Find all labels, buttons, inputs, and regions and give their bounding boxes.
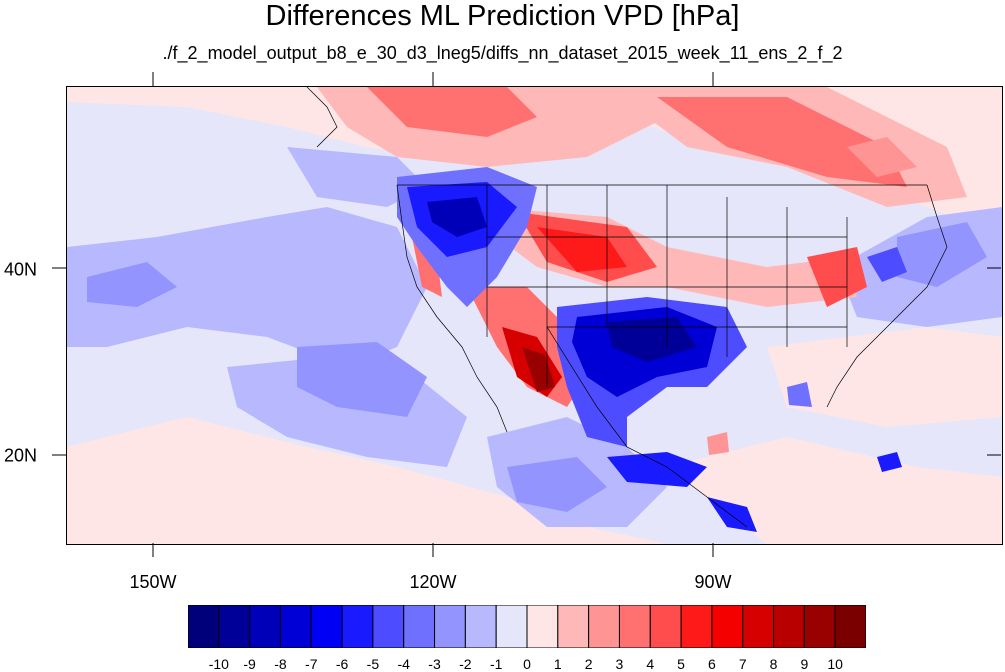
colorbar-swatch <box>557 605 590 648</box>
colorbar-swatch <box>464 605 497 648</box>
colorbar-swatch <box>188 605 220 648</box>
x-tick-label-120w: 120W <box>409 572 457 592</box>
colorbar-tick-label: 2 <box>584 656 593 672</box>
colorbar-tick-label: -10 <box>208 656 229 672</box>
colorbar-tick-label: 4 <box>646 656 655 672</box>
colorbar-tick-label: -7 <box>305 656 318 672</box>
colorbar-tick-label: -1 <box>489 656 503 672</box>
map-svg <box>67 87 1002 544</box>
colorbar-swatch <box>310 605 343 648</box>
colorbar-tick-label: 7 <box>738 656 747 672</box>
colorbar-swatch <box>341 605 374 648</box>
moderate-negative-regions <box>87 222 987 512</box>
colorbar-tick-label: 8 <box>769 656 778 672</box>
colorbar-tick-label: 10 <box>827 656 843 672</box>
y-tick-label-40n: 40N <box>4 259 38 280</box>
colorbar-tick-label: -2 <box>459 656 472 672</box>
x-tick-label-150w: 150W <box>129 572 177 592</box>
colorbar-tick-label: -4 <box>397 656 410 672</box>
colorbar-swatch <box>403 605 436 648</box>
colorbar-tick-label: -3 <box>428 656 441 672</box>
colorbar-swatch <box>680 605 713 648</box>
colorbar-tick-label: -8 <box>274 656 287 672</box>
x-tick-label-90w: 90W <box>694 572 732 592</box>
colorbar-swatch <box>711 605 744 648</box>
colorbar-swatch <box>495 605 528 648</box>
colorbar-tick-label: 0 <box>523 656 531 672</box>
colorbar-swatch <box>834 605 866 648</box>
colorbar-swatch <box>618 605 651 648</box>
colorbar-tick-label: -9 <box>243 656 256 672</box>
colorbar <box>188 605 866 648</box>
colorbar-tick-label: 9 <box>800 656 809 672</box>
colorbar-tick-label: -6 <box>335 656 349 672</box>
colorbar-swatch <box>649 605 682 648</box>
y-tick-label-20n: 20N <box>4 445 38 466</box>
colorbar-tick-label: 1 <box>553 656 562 672</box>
colorbar-swatch <box>218 605 251 648</box>
vpd-difference-map <box>67 87 1002 544</box>
colorbar-tick-label: 3 <box>615 656 624 672</box>
colorbar-tick-label: -5 <box>366 656 380 672</box>
colorbar-swatch <box>434 605 466 648</box>
colorbar-swatch <box>279 605 312 648</box>
chart-title: Differences ML Prediction VPD [hPa] <box>265 0 740 32</box>
colorbar-tick-label: 6 <box>708 656 716 672</box>
negative-regions <box>397 167 907 532</box>
colorbar-swatch <box>773 605 805 648</box>
colorbar-swatch <box>372 605 405 648</box>
boundary-lines <box>306 87 948 528</box>
colorbar-swatch <box>588 605 620 648</box>
colorbar-swatch <box>803 605 836 648</box>
colorbar-swatch <box>526 605 559 648</box>
colorbar-swatch <box>249 605 281 648</box>
colorbar-tick-label: 5 <box>677 656 685 672</box>
colorbar-swatch <box>742 605 775 648</box>
chart-subtitle: ./f_2_model_output_b8_e_30_d3_lneg5/diff… <box>162 43 843 63</box>
